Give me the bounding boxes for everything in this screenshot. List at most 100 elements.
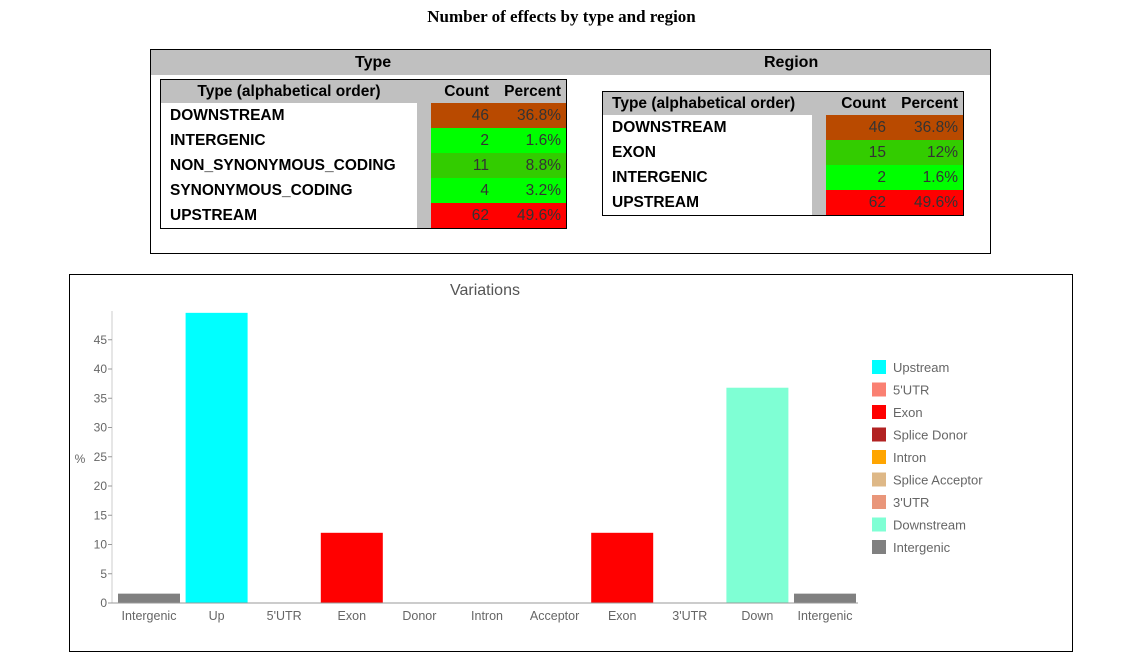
legend-label: Downstream xyxy=(893,518,966,533)
region-row-percent: 49.6% xyxy=(891,190,963,215)
legend-swatch xyxy=(872,472,886,487)
type-row-gap xyxy=(417,128,431,153)
x-tick-label: Acceptor xyxy=(530,609,579,623)
variations-chart: Variations % 0 5 10 15 20 25 30 35 40 45 Intergen… xyxy=(75,282,984,623)
legend-swatch xyxy=(872,360,886,374)
type-row-gap xyxy=(417,178,431,203)
region-row-gap xyxy=(812,190,826,215)
x-tick-label: 3'UTR xyxy=(672,609,707,623)
y-axis: 0 5 10 15 20 25 30 35 40 45 xyxy=(94,311,113,610)
x-tick-label: Intron xyxy=(471,609,503,623)
variations-chart-frame: Variations % 0 5 10 15 20 25 30 35 40 45 Intergen… xyxy=(69,274,1073,652)
region-row-name: EXON xyxy=(603,140,812,165)
type-row-count: 4 xyxy=(431,178,494,203)
x-tick-label: Down xyxy=(741,609,773,623)
type-row-percent: 8.8% xyxy=(494,153,566,178)
type-row-percent: 3.2% xyxy=(494,178,566,203)
y-tick-label: 0 xyxy=(100,596,107,610)
region-col-count: Count xyxy=(826,92,891,115)
region-row: INTERGENIC 2 1.6% xyxy=(603,165,963,190)
legend: Upstream 5'UTR Exon Splice Donor Intron Splic… xyxy=(872,360,983,555)
y-axis-label: % xyxy=(75,452,86,466)
y-tick-label: 35 xyxy=(94,391,108,405)
region-row-count: 46 xyxy=(826,115,891,140)
region-row-name: DOWNSTREAM xyxy=(603,115,812,140)
region-row-gap xyxy=(812,165,826,190)
type-table: Type (alphabetical order) Count Percent … xyxy=(160,79,567,229)
type-table-header: Type (alphabetical order) Count Percent xyxy=(161,80,566,103)
legend-label: Splice Acceptor xyxy=(893,473,983,488)
region-col-name: Type (alphabetical order) xyxy=(603,92,812,115)
legend-swatch xyxy=(872,382,886,397)
type-row-gap xyxy=(417,203,431,228)
region-row-gap xyxy=(812,115,826,140)
effects-summary-panel: Type Region Type (alphabetical order) Co… xyxy=(150,49,991,254)
bar xyxy=(591,532,654,603)
type-row-count: 46 xyxy=(431,103,494,128)
bar xyxy=(726,387,789,603)
x-tick-label: Exon xyxy=(608,609,637,623)
region-row: EXON 15 12% xyxy=(603,140,963,165)
region-row-name: UPSTREAM xyxy=(603,190,812,215)
type-row-name: INTERGENIC xyxy=(161,128,417,153)
type-row-name: UPSTREAM xyxy=(161,203,417,228)
type-row: NON_SYNONYMOUS_CODING 11 8.8% xyxy=(161,153,566,178)
y-tick-label: 10 xyxy=(94,538,108,552)
legend-swatch xyxy=(872,450,886,464)
region-row-count: 15 xyxy=(826,140,891,165)
legend-label: Intron xyxy=(893,450,926,465)
type-col-name: Type (alphabetical order) xyxy=(161,80,417,103)
bars xyxy=(118,312,856,603)
x-tick-label: Exon xyxy=(338,609,367,623)
legend-swatch xyxy=(872,495,886,509)
type-row-gap xyxy=(417,153,431,178)
bar xyxy=(118,593,180,603)
legend-label: 5'UTR xyxy=(893,383,929,398)
legend-swatch xyxy=(872,427,886,442)
y-tick-label: 5 xyxy=(100,567,107,581)
region-row-percent: 1.6% xyxy=(891,165,963,190)
legend-swatch xyxy=(872,405,886,419)
legend-label: Intergenic xyxy=(893,540,951,555)
type-row: UPSTREAM 62 49.6% xyxy=(161,203,566,228)
y-tick-label: 25 xyxy=(94,450,108,464)
x-axis: Intergenic Up 5'UTR Exon Donor Intron Acceptor… xyxy=(112,602,858,623)
type-row-gap xyxy=(417,103,431,128)
type-col-count: Count xyxy=(431,80,494,103)
region-heading: Region xyxy=(764,54,819,71)
region-row-name: INTERGENIC xyxy=(603,165,812,190)
type-row: DOWNSTREAM 46 36.8% xyxy=(161,103,566,128)
page-title: Number of effects by type and region xyxy=(427,7,696,26)
type-row-count: 11 xyxy=(431,153,494,178)
y-tick-label: 20 xyxy=(94,479,108,493)
type-row: SYNONYMOUS_CODING 4 3.2% xyxy=(161,178,566,203)
type-col-percent: Percent xyxy=(494,80,566,103)
legend-label: Exon xyxy=(893,405,923,420)
type-row-percent: 1.6% xyxy=(494,128,566,153)
legend-label: Splice Donor xyxy=(893,428,968,443)
region-row: DOWNSTREAM 46 36.8% xyxy=(603,115,963,140)
region-row-percent: 12% xyxy=(891,140,963,165)
legend-swatch xyxy=(872,517,886,532)
x-tick-label: 5'UTR xyxy=(267,609,302,623)
type-row-percent: 49.6% xyxy=(494,203,566,228)
type-row-count: 2 xyxy=(431,128,494,153)
region-row-count: 62 xyxy=(826,190,891,215)
region-row: UPSTREAM 62 49.6% xyxy=(603,190,963,215)
region-table: Type (alphabetical order) Count Percent … xyxy=(602,91,964,216)
type-row: INTERGENIC 2 1.6% xyxy=(161,128,566,153)
type-row-count: 62 xyxy=(431,203,494,228)
type-row-percent: 36.8% xyxy=(494,103,566,128)
legend-label: 3'UTR xyxy=(893,495,929,510)
y-tick-label: 45 xyxy=(94,333,108,347)
region-row-percent: 36.8% xyxy=(891,115,963,140)
region-row-count: 2 xyxy=(826,165,891,190)
y-tick-label: 30 xyxy=(94,421,108,435)
bar xyxy=(185,312,248,603)
x-tick-label: Intergenic xyxy=(122,609,177,623)
legend-swatch xyxy=(872,540,886,554)
region-col-gap xyxy=(812,92,826,115)
region-col-percent: Percent xyxy=(891,92,963,115)
type-heading: Type xyxy=(355,54,392,71)
bar xyxy=(320,532,383,603)
